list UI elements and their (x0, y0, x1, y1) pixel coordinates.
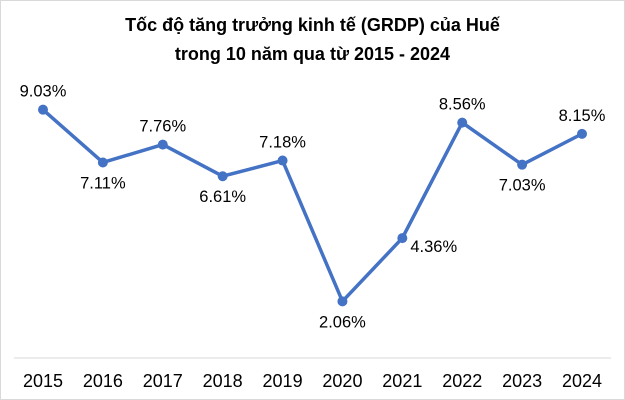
x-axis-tick-label: 2022 (442, 371, 482, 391)
chart-title-line2: trong 10 năm qua từ 2015 - 2024 (174, 44, 451, 64)
chart-title-line1: Tốc độ tăng trưởng kinh tế (GRDP) của Hu… (125, 15, 500, 35)
data-label: 7.03% (499, 177, 546, 195)
data-label: 4.36% (410, 238, 457, 256)
x-axis-tick-label: 2024 (562, 371, 602, 391)
x-axis-tick-label: 2017 (143, 371, 183, 391)
data-label: 7.18% (259, 134, 306, 152)
x-axis-tick-label: 2021 (382, 371, 422, 391)
data-label: 7.11% (80, 174, 126, 192)
data-point-marker (97, 157, 108, 168)
data-point-marker (577, 128, 587, 139)
data-label: 7.76% (139, 118, 186, 136)
data-point-marker (457, 117, 468, 128)
data-point-marker (517, 159, 528, 170)
data-label: 6.61% (199, 188, 246, 206)
data-point-marker (217, 171, 228, 182)
x-axis-tick-label: 2023 (502, 371, 542, 391)
grdp-series-line (41, 107, 584, 304)
data-point-marker (277, 155, 288, 166)
data-point-marker (157, 139, 168, 150)
x-axis-tick-label: 2016 (83, 371, 123, 391)
data-label: 9.03% (20, 83, 67, 101)
data-point-marker (337, 296, 348, 307)
data-label: 2.06% (319, 313, 366, 331)
x-axis-tick-label: 2015 (23, 371, 63, 391)
x-axis-tick-label: 2020 (322, 371, 362, 391)
x-axis-tick-label: 2018 (203, 371, 243, 391)
data-label: 8.15% (559, 107, 606, 125)
chart-title: Tốc độ tăng trưởng kinh tế (GRDP) của Hu… (1, 11, 624, 69)
data-point-marker (38, 104, 48, 115)
data-point-marker (397, 233, 408, 244)
data-label: 8.56% (439, 96, 486, 114)
x-axis-tick-label: 2019 (263, 371, 303, 391)
